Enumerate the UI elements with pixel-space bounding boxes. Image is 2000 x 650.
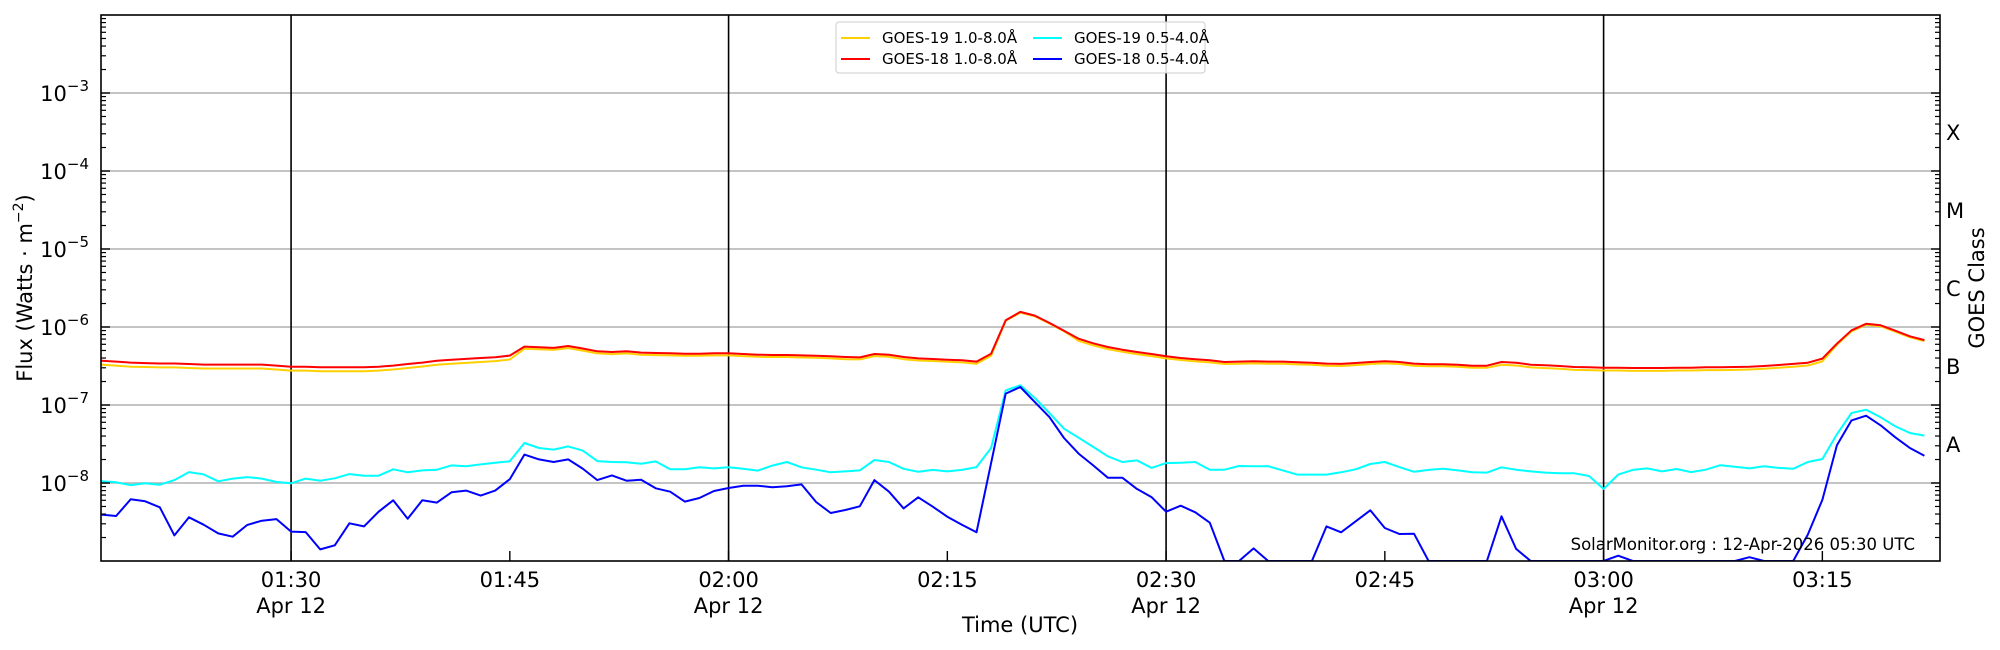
y-axis-label: Flux (Watts · m−2) [11, 194, 37, 382]
y-tick-label: 10−8 [40, 467, 89, 496]
x-tick-label: 02:30 [1136, 568, 1197, 592]
legend-box [835, 21, 1206, 74]
legend-label: GOES-19 1.0-8.0Å [882, 28, 1018, 47]
goes-class-label: A [1946, 433, 1961, 457]
x-tick-label: 02:45 [1355, 568, 1416, 592]
goes-class-label: B [1946, 355, 1960, 379]
y2-axis-label: GOES Class [1965, 227, 1989, 348]
grid-lines [101, 92, 1940, 484]
x-tick-label: 03:15 [1792, 568, 1853, 592]
goes-class-label: C [1946, 277, 1961, 301]
source-annotation: SolarMonitor.org : 12-Apr-2026 05:30 UTC [1571, 535, 1915, 554]
goes-class-label: X [1946, 121, 1960, 145]
goes-class-label: M [1946, 199, 1964, 223]
x-tick-date-label: Apr 12 [694, 594, 764, 618]
x-axis-label: Time (UTC) [961, 613, 1078, 637]
x-tick-label: 01:30 [261, 568, 322, 592]
y-tick-label: 10−4 [40, 155, 89, 184]
series-lines [101, 310, 1925, 561]
x-tick-label: 01:45 [480, 568, 541, 592]
legend-label: GOES-18 1.0-8.0Å [882, 49, 1018, 68]
x-tick-label: 03:00 [1573, 568, 1634, 592]
series-line-2 [101, 384, 1925, 490]
x-tick-date-label: Apr 12 [256, 594, 326, 618]
legend-label: GOES-19 0.5-4.0Å [1074, 28, 1210, 47]
y-tick-label: 10−3 [40, 77, 89, 106]
x-tick-label: 02:00 [698, 568, 759, 592]
series-line-3 [101, 386, 1925, 561]
legend: GOES-19 1.0-8.0Å GOES-18 1.0-8.0Å GOES-19 … [835, 21, 1210, 74]
x-tick-label: 02:15 [917, 568, 978, 592]
y-axis-ticks: 10−3 10−4 10−5 10−6 10−7 10−8 [40, 17, 1940, 539]
legend-label: GOES-18 0.5-4.0Å [1074, 49, 1210, 68]
series-line-1 [101, 310, 1925, 369]
y-tick-label: 10−6 [40, 311, 89, 340]
x-tick-date-label: Apr 12 [1569, 594, 1639, 618]
x-tick-date-label: Apr 12 [1131, 594, 1201, 618]
plot-frame [100, 14, 1941, 562]
day-vertical-lines [290, 15, 1605, 561]
y-tick-label: 10−7 [40, 389, 89, 418]
goes-class-axis: X M C B A [1946, 121, 1964, 457]
y-tick-label: 10−5 [40, 233, 89, 262]
